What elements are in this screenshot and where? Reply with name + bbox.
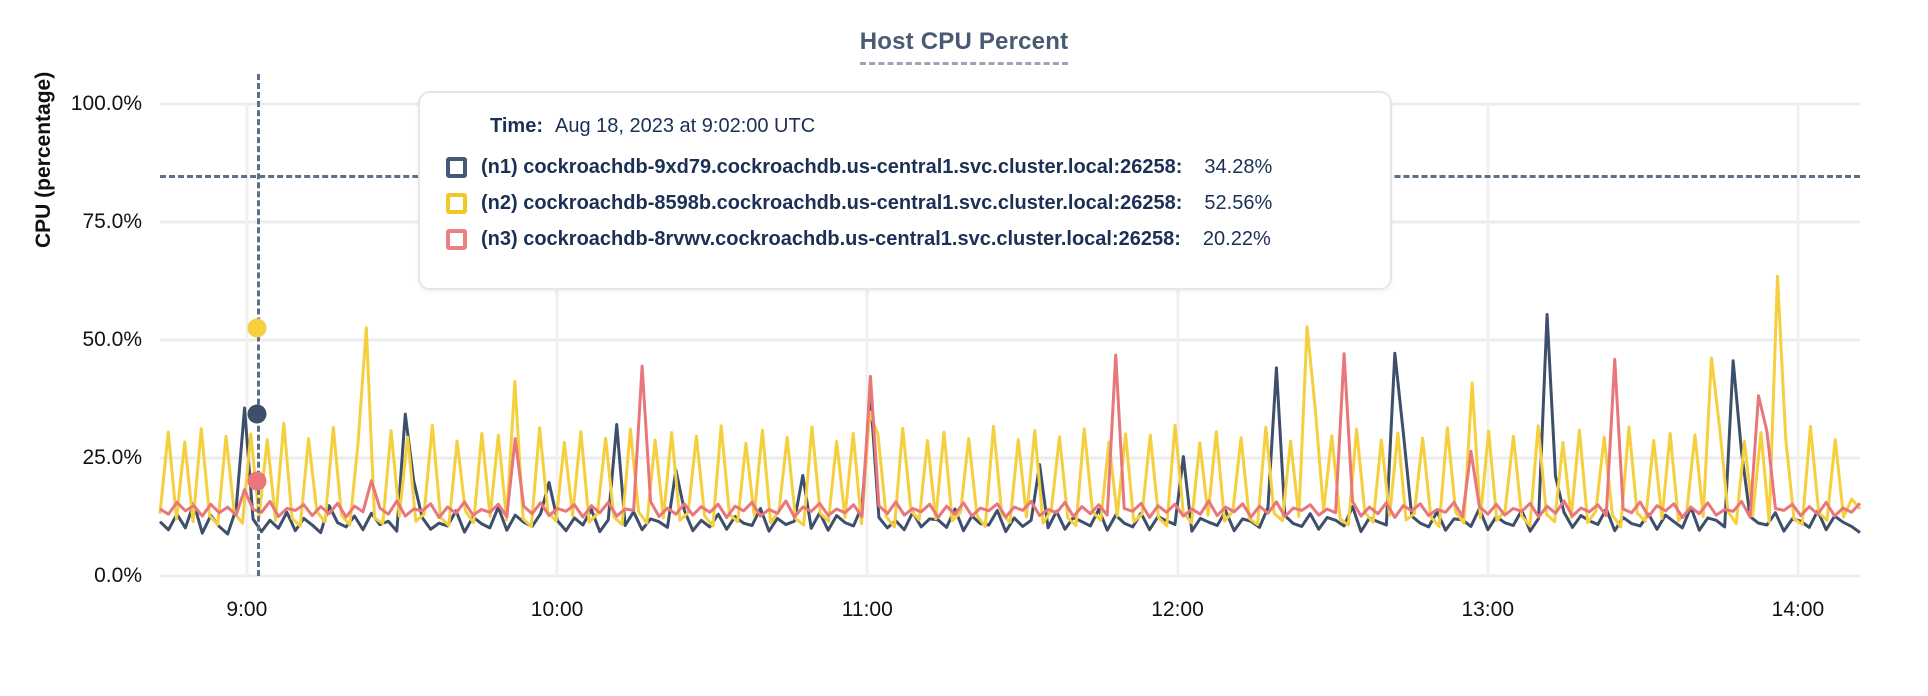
x-tick-label: 10:00 [530, 598, 584, 621]
gridline-vertical [245, 104, 249, 576]
series-line-n3 [159, 352, 1862, 519]
chart-tooltip: Time: Aug 18, 2023 at 9:02:00 UTC (n1) c… [418, 91, 1392, 290]
tooltip-series-value: 52.56% [1204, 192, 1273, 214]
gridline-vertical [1796, 104, 1800, 576]
tooltip-time-value: Aug 18, 2023 at 9:02:00 UTC [554, 115, 816, 137]
highlight-dot-n3 [247, 471, 267, 491]
y-tick-label: 25.0% [82, 446, 142, 469]
series-color-swatch-icon [446, 193, 467, 214]
series-line-n1 [158, 313, 1861, 536]
x-tick-label: 11:00 [841, 598, 893, 621]
gridline-vertical [1486, 104, 1490, 576]
y-tick-label: 75.0% [82, 210, 142, 233]
series-lines [158, 274, 1862, 536]
gridline-vertical [555, 104, 559, 576]
x-tick-label: 9:00 [226, 598, 268, 621]
tooltip-time-label: Time: [490, 115, 543, 137]
x-tick-label: 14:00 [1771, 598, 1825, 621]
tooltip-series-row: (n2) cockroachdb-8598b.cockroachdb.us-ce… [446, 192, 1364, 215]
tooltip-series-name: (n2) cockroachdb-8598b.cockroachdb.us-ce… [481, 192, 1183, 214]
page-title: Host CPU Percent [0, 28, 1928, 65]
series-color-swatch-icon [446, 157, 467, 178]
x-tick-label: 12:00 [1151, 598, 1204, 621]
highlight-dot-n1 [247, 404, 267, 424]
y-tick-label: 0.0% [94, 564, 142, 587]
tooltip-series-name: (n1) cockroachdb-9xd79.cockroachdb.us-ce… [481, 156, 1183, 178]
series-line-n2 [158, 274, 1862, 529]
x-axis-ticks: 9:00 10:00 11:00 12:00 13:00 14:00 [160, 598, 1860, 628]
tooltip-series-list: (n1) cockroachdb-9xd79.cockroachdb.us-ce… [446, 156, 1364, 251]
gridline-vertical [1176, 104, 1180, 576]
tooltip-time-row: Time: Aug 18, 2023 at 9:02:00 UTC [446, 115, 1364, 138]
tooltip-series-value: 20.22% [1202, 228, 1271, 250]
y-tick-label: 100.0% [70, 92, 142, 115]
tooltip-series-row: (n1) cockroachdb-9xd79.cockroachdb.us-ce… [446, 156, 1364, 179]
tooltip-series-name: (n3) cockroachdb-8rvwv.cockroachdb.us-ce… [481, 228, 1181, 250]
x-tick-label: 13:00 [1461, 598, 1515, 621]
tooltip-series-value: 34.28% [1204, 156, 1273, 178]
gridline-horizontal [160, 338, 1860, 342]
tooltip-series-row: (n3) cockroachdb-8rvwv.cockroachdb.us-ce… [446, 228, 1364, 251]
gridline-horizontal [160, 456, 1860, 460]
chart-title-text: Host CPU Percent [859, 28, 1069, 65]
gridline-horizontal [160, 574, 1860, 578]
y-axis-ticks: 0.0% 25.0% 50.0% 75.0% 100.0% [22, 92, 142, 587]
y-tick-label: 50.0% [82, 328, 142, 351]
gridline-vertical [865, 104, 869, 576]
highlight-dot-n2 [247, 318, 267, 338]
series-color-swatch-icon [446, 229, 467, 250]
